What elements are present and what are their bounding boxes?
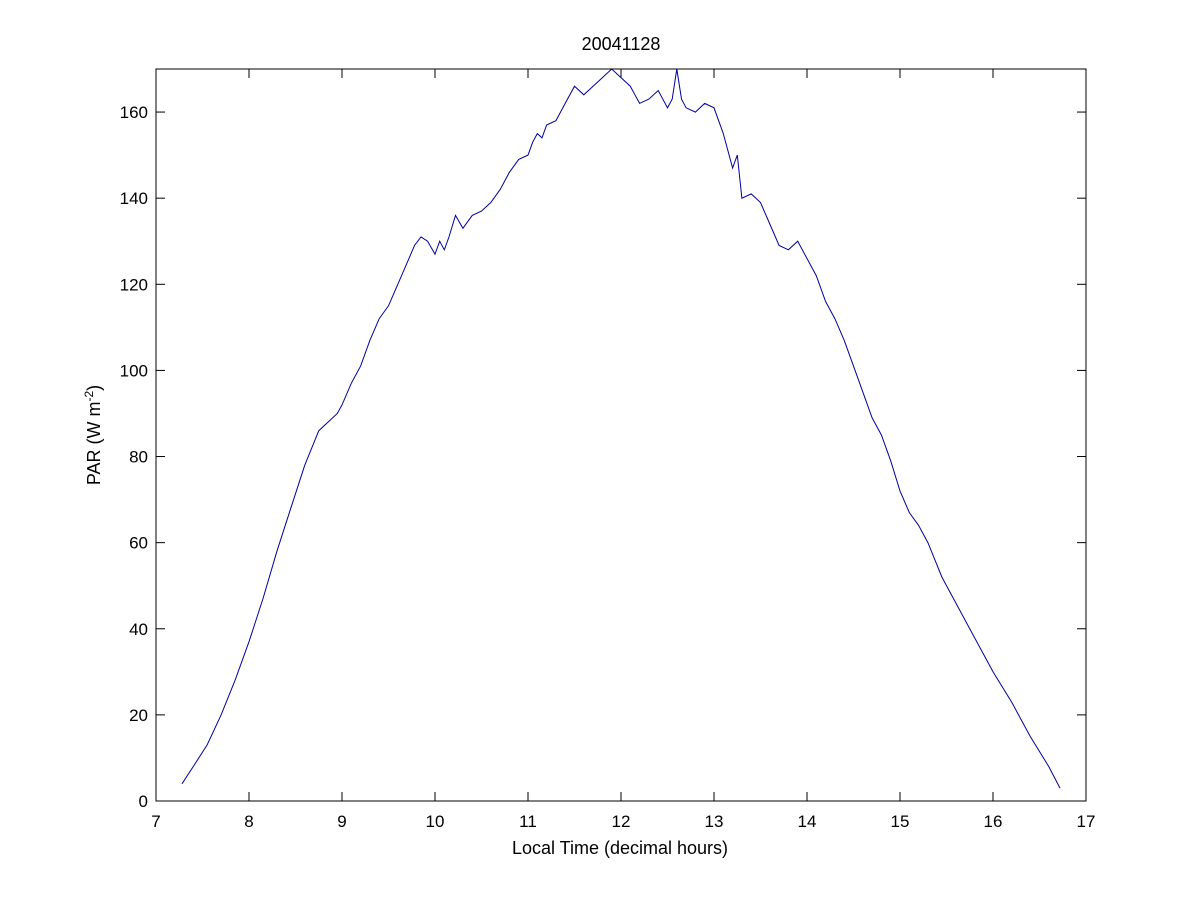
y-tick-label: 0: [139, 792, 148, 811]
x-tick-label: 14: [798, 812, 817, 831]
plot-area: [155, 68, 1087, 802]
y-tick-label: 160: [120, 103, 148, 122]
y-axis-label-superscript: -2: [82, 391, 96, 402]
x-tick-label: 13: [705, 812, 724, 831]
series-line: [181, 68, 1061, 789]
x-tick-label: 15: [891, 812, 910, 831]
x-tick-label: 10: [426, 812, 445, 831]
chart-title: 20041128: [582, 34, 661, 54]
tick-marks: [155, 69, 1087, 802]
y-tick-label: 140: [120, 189, 148, 208]
x-tick-label: 9: [337, 812, 346, 831]
y-tick-label: 20: [129, 706, 148, 725]
y-axis-label-main: PAR (W m: [84, 402, 104, 486]
x-tick-label: 7: [151, 812, 160, 831]
x-tick-label: 8: [244, 812, 253, 831]
y-tick-label: 120: [120, 275, 148, 294]
x-tick-label: 12: [612, 812, 631, 831]
y-tick-label: 40: [129, 620, 148, 639]
y-tick-label: 60: [129, 534, 148, 553]
y-tick-label: 80: [129, 448, 148, 467]
y-axis-label-close: ): [84, 385, 104, 391]
y-axis-label: PAR (W m-2): [82, 385, 104, 485]
x-tick-label: 11: [519, 812, 537, 831]
x-axis-label: Local Time (decimal hours): [512, 838, 728, 858]
tick-labels: 7 8 9 10 11 12 13 14 15 16 17 0 20 40 60 80 100 120 140 160: [120, 103, 1096, 831]
y-tick-label: 100: [120, 361, 148, 380]
x-tick-label: 17: [1077, 812, 1096, 831]
x-tick-label: 16: [984, 812, 1003, 831]
